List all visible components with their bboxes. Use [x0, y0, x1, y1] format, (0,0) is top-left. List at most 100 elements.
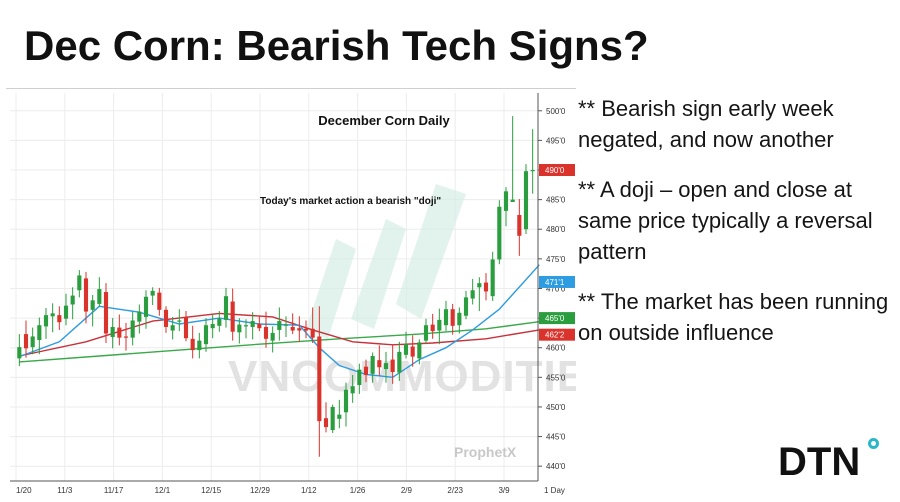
- candle-body: [163, 309, 169, 327]
- watermark-layer: VNCOMMODITIES ProphetX: [228, 184, 616, 460]
- bullet-item: ** Bearish sign early week negated, and …: [578, 96, 834, 152]
- candle-body: [43, 315, 49, 327]
- candle-body: [497, 206, 502, 260]
- price-tag: [539, 312, 575, 325]
- candle-body: [410, 346, 415, 357]
- candle-body: [357, 369, 362, 386]
- axes: 500'0 495'0 490'0 485'0 480'0 475'0 470'0 465'0…: [10, 93, 575, 495]
- candle-body: [70, 295, 75, 305]
- y-tick-label: 470'0: [546, 284, 566, 293]
- price-tag: [539, 275, 575, 288]
- dtn-logo-dot-icon: [868, 438, 879, 449]
- candle-body: [250, 321, 255, 327]
- candle-body: [363, 366, 369, 375]
- y-tick-label: 440'0: [546, 462, 566, 471]
- candlestick-chart: VNCOMMODITIES ProphetX 500'0 495'0 490'0 48…: [10, 93, 616, 495]
- bullet-list: ** Bearish sign early week negated, and …: [578, 93, 896, 367]
- y-tick-label: 495'0: [546, 136, 566, 145]
- candle-body: [63, 305, 69, 319]
- candle-body: [223, 296, 229, 320]
- candle-body: [523, 171, 529, 230]
- candle-body: [270, 332, 275, 341]
- candle-body: [123, 336, 129, 338]
- y-tick-label: 460'0: [546, 344, 566, 353]
- candle-body: [457, 312, 462, 326]
- candle-body: [343, 389, 349, 413]
- candle-body: [263, 326, 269, 339]
- price-tag: [539, 164, 575, 177]
- price-tag-label: 462'2: [545, 331, 565, 340]
- candle-body: [83, 278, 89, 312]
- candle-body: [37, 325, 42, 341]
- candle-body: [277, 321, 282, 330]
- candle-body: [323, 418, 329, 428]
- candle-body: [257, 324, 262, 329]
- candle-body: [177, 320, 182, 322]
- candle-body: [157, 292, 162, 310]
- candle-body: [130, 320, 135, 338]
- candle-body: [297, 328, 302, 331]
- y-tick-label: 485'0: [546, 196, 566, 205]
- y-tick-label: 445'0: [546, 433, 566, 442]
- candle-body: [370, 356, 375, 374]
- price-tag-label: 471'1: [545, 278, 565, 287]
- candle-body: [143, 296, 149, 317]
- candle-body: [503, 191, 509, 211]
- candle-body: [103, 292, 109, 334]
- candle-body: [350, 386, 355, 394]
- y-tick-label: 450'0: [546, 403, 566, 412]
- candle-body: [150, 290, 155, 296]
- grid-lines: [10, 93, 538, 481]
- candle-body: [490, 259, 495, 297]
- candles: [17, 116, 535, 457]
- watermark-prophetx: ProphetX: [454, 444, 517, 460]
- candle-body: [50, 313, 55, 317]
- candle-body: [477, 283, 482, 288]
- candle-body: [97, 289, 102, 304]
- candle-body: [430, 324, 435, 332]
- price-tag-label: 465'0: [545, 314, 565, 323]
- candle-body: [237, 324, 242, 333]
- candle-body: [303, 328, 309, 331]
- x-tick-label: 11/3: [57, 486, 73, 495]
- watermark-arrow-shape: [306, 184, 466, 339]
- candle-body: [463, 297, 469, 316]
- candle-body: [377, 360, 382, 368]
- candle-body: [423, 325, 429, 341]
- candle-body: [450, 309, 455, 326]
- x-tick-label: 2/9: [401, 486, 413, 495]
- candle-body: [510, 199, 515, 202]
- bullet-item: ** The market has been running on outsid…: [578, 289, 889, 345]
- x-tick-label: 2/23: [447, 486, 463, 495]
- candle-body: [137, 311, 142, 322]
- candle-body: [170, 325, 175, 331]
- dtn-logo: DTN: [778, 440, 861, 484]
- chart-title: December Corn Daily: [318, 113, 450, 128]
- candle-body: [530, 170, 535, 172]
- candle-body: [203, 325, 209, 345]
- x-tick-label: 12/29: [250, 486, 271, 495]
- candle-body: [17, 347, 22, 359]
- candle-body: [230, 301, 235, 332]
- x-tick-label: 1/12: [301, 486, 317, 495]
- x-tick-label: 1/20: [16, 486, 32, 495]
- candle-body: [330, 406, 335, 431]
- candle-body: [57, 315, 62, 323]
- candle-body: [443, 309, 449, 326]
- candle-body: [117, 327, 122, 338]
- y-tick-label: 475'0: [546, 255, 566, 264]
- candle-body: [217, 318, 222, 326]
- y-tick-label: 455'0: [546, 373, 566, 382]
- candle-body: [317, 336, 322, 422]
- y-tick-label: 500'0: [546, 107, 566, 116]
- watermark-vncommodities: VNCOMMODITIES: [228, 352, 576, 401]
- candle-body: [470, 290, 475, 299]
- candle-body: [483, 282, 489, 292]
- x-tick-label: 12/1: [155, 486, 171, 495]
- candle-body: [310, 328, 315, 338]
- candle-body: [383, 363, 389, 370]
- bullet-item: ** A doji – open and close at same price…: [578, 177, 873, 264]
- candle-body: [517, 215, 522, 236]
- candle-body: [243, 325, 249, 327]
- candle-body: [283, 324, 289, 326]
